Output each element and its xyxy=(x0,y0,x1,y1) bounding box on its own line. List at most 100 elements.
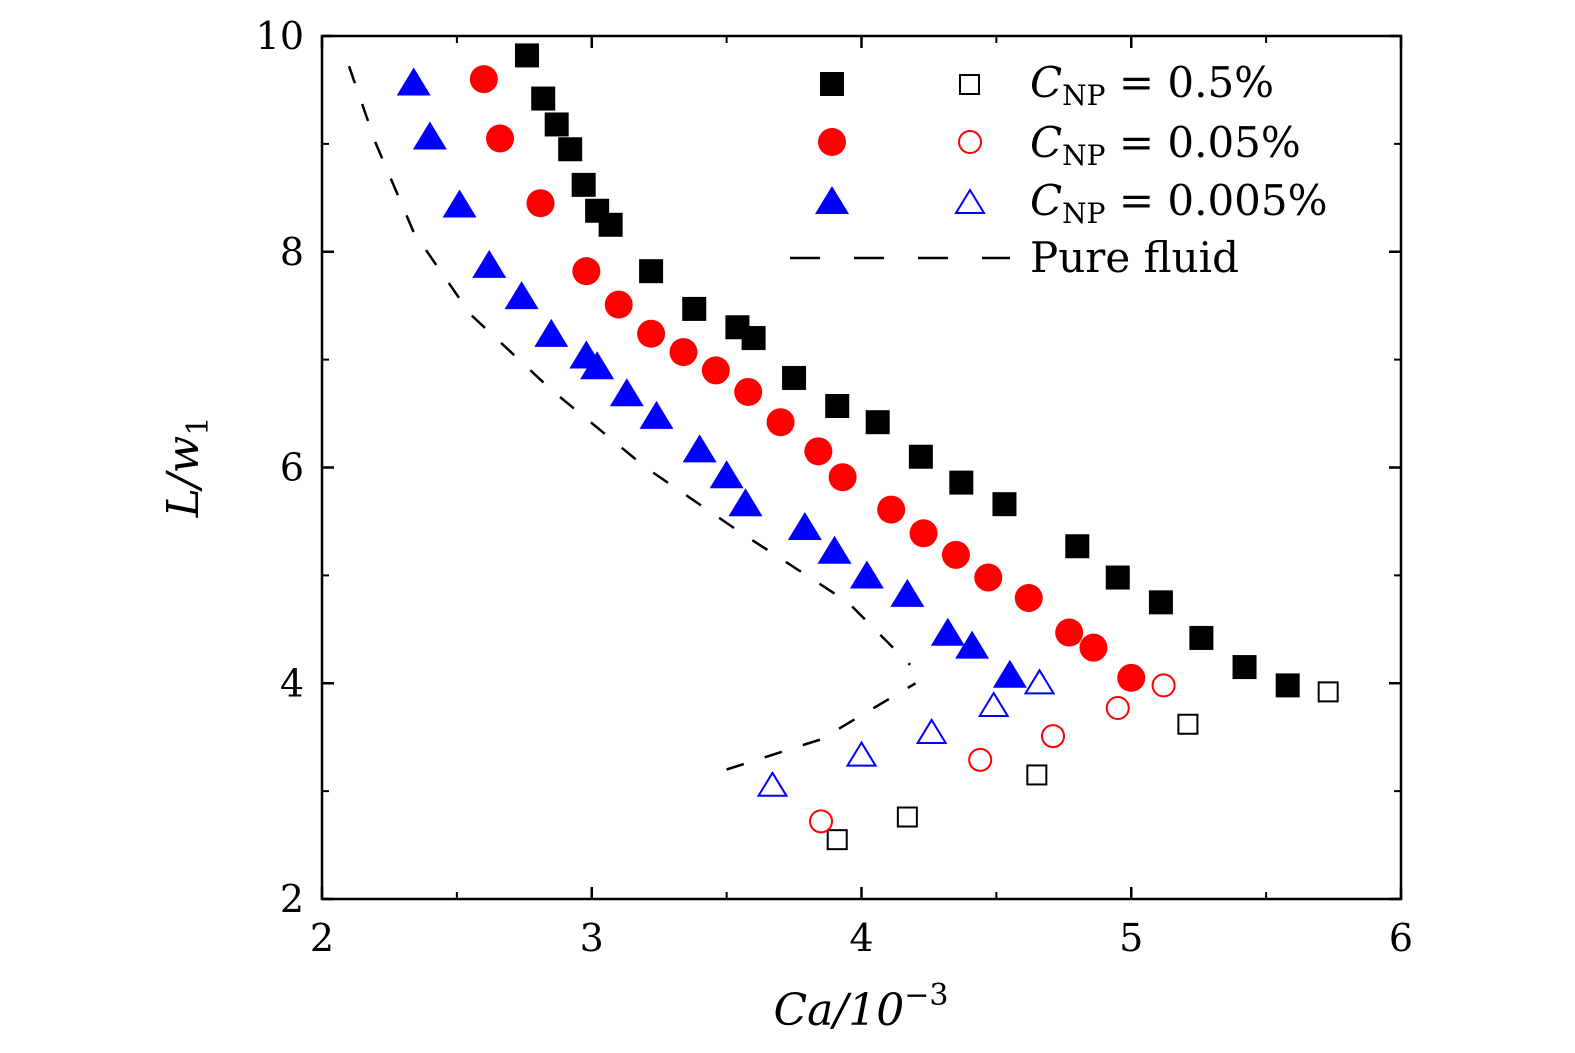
legend-label-0-value: = 0.5% xyxy=(1105,58,1274,107)
legend: CNP = 0.5% CNP = 0.05% CNP = 0.005% Pure… xyxy=(790,58,1328,282)
series-1-filled-point-19 xyxy=(1117,663,1146,692)
x-axis-label-sup: −3 xyxy=(904,978,948,1013)
series-0-open-point-4 xyxy=(1317,681,1339,703)
series-1-filled-point-0 xyxy=(469,65,498,94)
series-0-filled-point-18 xyxy=(1105,565,1130,590)
legend-entry-2: CNP = 0.005% xyxy=(815,176,1328,230)
series-2-filled-point-0 xyxy=(396,67,431,96)
series-3-dashed-segment-0 xyxy=(347,65,911,666)
legend-label-2-main: C xyxy=(1030,176,1062,225)
series-0-filled-point-7 xyxy=(639,259,664,284)
series-1-filled-point-7 xyxy=(701,356,730,385)
legend-marker-filled-circle xyxy=(818,128,846,156)
series-1-filled-point-11 xyxy=(828,463,857,492)
series-0-open-point-0 xyxy=(826,829,848,851)
series-2-filled-point-12 xyxy=(728,488,763,517)
series-2-filled-point-1 xyxy=(412,121,447,150)
legend-marker-filled-triangle xyxy=(815,186,849,214)
series-2-open-point-1 xyxy=(845,740,878,767)
series-1-filled-point-16 xyxy=(1014,584,1043,613)
legend-entry-1: CNP = 0.05% xyxy=(818,118,1301,172)
series-1-open-point-3 xyxy=(1105,696,1130,721)
series-layer xyxy=(347,43,1339,851)
legend-label-3: Pure fluid xyxy=(1030,233,1239,282)
series-1-filled-point-14 xyxy=(941,540,970,569)
series-0-filled-point-21 xyxy=(1232,655,1257,680)
series-1-filled-point-17 xyxy=(1055,618,1084,647)
legend-marker-open-triangle xyxy=(954,188,986,214)
x-tick-label-1: 3 xyxy=(580,916,604,960)
y-axis-label-main: L/w xyxy=(158,436,209,519)
series-0-filled-point-12 xyxy=(825,394,850,419)
series-0-filled-point-22 xyxy=(1275,673,1300,698)
series-2-open-point-4 xyxy=(1023,668,1056,695)
legend-label-0-sub: NP xyxy=(1062,79,1105,112)
legend-marker-open-circle xyxy=(958,130,982,154)
series-2-filled-point-10 xyxy=(682,434,717,463)
legend-marker-open-square xyxy=(959,74,980,95)
series-2-open-point-2 xyxy=(915,718,948,744)
ticks-layer xyxy=(320,34,1403,901)
legend-label-2-value: = 0.005% xyxy=(1105,176,1327,225)
series-1-filled-point-1 xyxy=(486,124,515,153)
y-tick-label-0: 2 xyxy=(280,877,304,921)
series-1-filled-point-18 xyxy=(1079,633,1108,662)
legend-label-0: CNP = 0.5% xyxy=(1030,58,1274,112)
legend-label-1-sub: NP xyxy=(1062,139,1105,172)
series-0-open-point-2 xyxy=(1026,764,1048,786)
series-0-filled-point-20 xyxy=(1189,625,1214,650)
series-1-filled-point-12 xyxy=(877,495,906,524)
series-2-filled-point-7 xyxy=(580,351,615,380)
legend-label-1: CNP = 0.05% xyxy=(1030,118,1301,172)
series-1-filled-point-5 xyxy=(637,319,666,348)
series-0-filled-point-0 xyxy=(515,43,540,68)
legend-entry-0: CNP = 0.5% xyxy=(820,58,1274,112)
series-0-filled-point-16 xyxy=(992,492,1017,517)
series-2-filled-point-17 xyxy=(930,617,965,646)
series-0-filled-point-6 xyxy=(598,212,623,237)
y-tick-label-1: 4 xyxy=(280,661,304,705)
legend-label-1-value: = 0.05% xyxy=(1105,118,1300,167)
series-0-filled-point-15 xyxy=(949,470,974,495)
x-axis-label-main: Ca/10 xyxy=(774,985,905,1036)
y-tick-label-3: 8 xyxy=(280,230,304,274)
y-tick-label-2: 6 xyxy=(280,446,304,490)
series-1-filled-point-4 xyxy=(604,290,633,319)
series-2-filled-point-8 xyxy=(609,378,644,407)
series-0-filled-point-10 xyxy=(741,326,766,351)
tick-labels: 2 3 4 5 6 2 4 6 8 10 xyxy=(256,14,1413,960)
series-2-filled-point-3 xyxy=(472,249,507,278)
series-1-open-point-4 xyxy=(1151,673,1176,698)
y-axis-label-sub: 1 xyxy=(181,417,216,436)
legend-marker-filled-square xyxy=(820,72,844,96)
series-1-open-point-1 xyxy=(968,747,993,772)
x-tick-label-0: 2 xyxy=(310,916,334,960)
series-0-filled-point-13 xyxy=(865,410,890,435)
y-axis-label: L/w1 xyxy=(158,417,216,519)
series-2-filled-point-15 xyxy=(849,560,884,589)
y-tick-label-4: 10 xyxy=(256,14,304,58)
series-0-filled-point-4 xyxy=(571,172,596,197)
series-2-filled-point-13 xyxy=(787,511,822,540)
series-1-filled-point-2 xyxy=(526,189,555,218)
series-0-open-point-3 xyxy=(1177,713,1199,735)
legend-label-2: CNP = 0.005% xyxy=(1030,176,1328,230)
series-2-filled-point-9 xyxy=(639,400,674,429)
series-0-filled-point-3 xyxy=(558,137,583,162)
series-0-filled-point-17 xyxy=(1065,534,1090,559)
series-0-filled-point-8 xyxy=(682,296,707,321)
series-3-dashed-segment-1 xyxy=(726,682,917,771)
series-2-filled-point-16 xyxy=(890,578,925,607)
series-2-filled-point-11 xyxy=(709,460,744,489)
series-0-filled-point-19 xyxy=(1148,590,1173,615)
x-tick-label-3: 5 xyxy=(1119,916,1143,960)
series-1-filled-point-13 xyxy=(909,519,938,548)
series-1-open-point-2 xyxy=(1041,724,1066,749)
series-1-filled-point-10 xyxy=(804,437,833,466)
series-2-open-point-0 xyxy=(756,770,789,797)
series-0-filled-point-2 xyxy=(544,112,569,137)
series-0-filled-point-14 xyxy=(908,444,933,469)
legend-entry-3: Pure fluid xyxy=(790,233,1239,282)
series-1-open-point-0 xyxy=(809,809,834,834)
